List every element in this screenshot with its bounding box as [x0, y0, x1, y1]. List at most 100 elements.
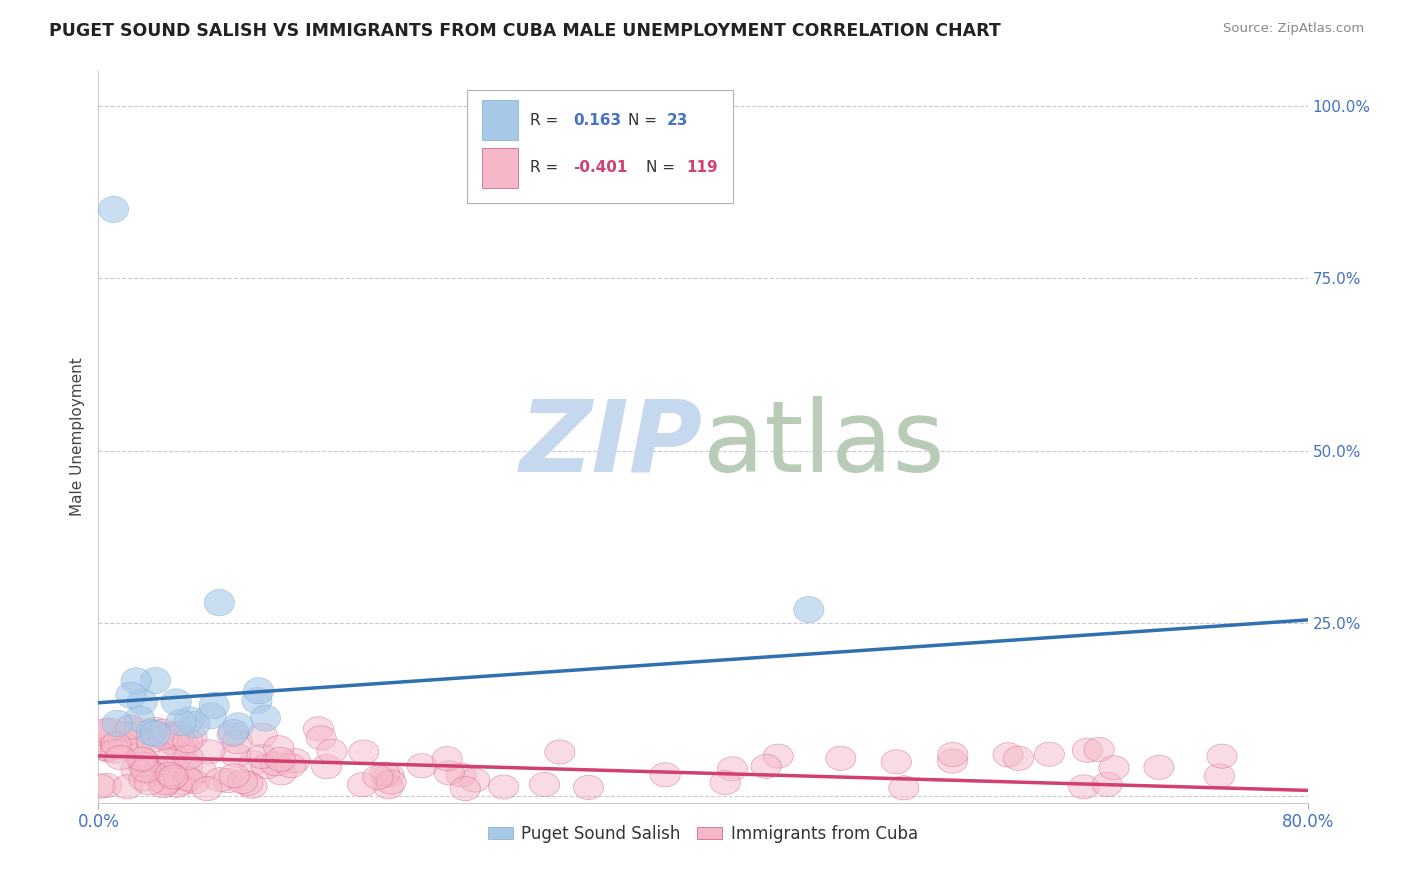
Ellipse shape: [1092, 772, 1122, 797]
Text: Source: ZipAtlas.com: Source: ZipAtlas.com: [1223, 22, 1364, 36]
Ellipse shape: [889, 776, 920, 800]
Ellipse shape: [252, 755, 281, 779]
Ellipse shape: [122, 721, 153, 745]
Ellipse shape: [650, 763, 681, 787]
FancyBboxPatch shape: [467, 90, 734, 203]
Ellipse shape: [157, 764, 188, 789]
Ellipse shape: [710, 771, 741, 795]
Ellipse shape: [938, 749, 967, 773]
Ellipse shape: [205, 768, 235, 792]
Ellipse shape: [460, 768, 489, 792]
Ellipse shape: [124, 742, 155, 766]
Ellipse shape: [370, 762, 399, 786]
Ellipse shape: [91, 773, 122, 797]
Ellipse shape: [98, 196, 129, 222]
Ellipse shape: [160, 722, 191, 746]
Ellipse shape: [194, 739, 225, 764]
Ellipse shape: [218, 719, 249, 746]
Ellipse shape: [112, 775, 142, 799]
Text: N =: N =: [628, 113, 662, 128]
Ellipse shape: [763, 744, 793, 768]
Ellipse shape: [124, 706, 155, 732]
Ellipse shape: [174, 706, 204, 733]
Ellipse shape: [157, 744, 188, 768]
Ellipse shape: [446, 763, 477, 787]
Ellipse shape: [121, 668, 152, 694]
Ellipse shape: [217, 723, 247, 747]
Ellipse shape: [150, 771, 181, 795]
Ellipse shape: [1206, 744, 1237, 768]
Text: 119: 119: [686, 161, 717, 176]
Ellipse shape: [173, 729, 202, 753]
Ellipse shape: [1004, 747, 1033, 771]
Ellipse shape: [450, 777, 481, 801]
Ellipse shape: [250, 705, 281, 731]
Ellipse shape: [115, 715, 145, 739]
Ellipse shape: [307, 726, 336, 750]
Ellipse shape: [717, 756, 748, 780]
Ellipse shape: [141, 667, 170, 694]
Ellipse shape: [243, 678, 274, 704]
Ellipse shape: [544, 740, 575, 764]
Ellipse shape: [93, 737, 122, 761]
Ellipse shape: [347, 772, 377, 797]
Ellipse shape: [349, 740, 380, 764]
Ellipse shape: [90, 719, 120, 743]
Ellipse shape: [191, 777, 222, 801]
Ellipse shape: [162, 689, 191, 715]
Ellipse shape: [156, 731, 186, 755]
Ellipse shape: [266, 747, 295, 772]
Ellipse shape: [882, 749, 911, 774]
Ellipse shape: [180, 712, 209, 738]
Ellipse shape: [148, 725, 179, 749]
Ellipse shape: [155, 762, 186, 787]
Text: ZIP: ZIP: [520, 396, 703, 493]
Ellipse shape: [224, 713, 253, 739]
Ellipse shape: [1035, 742, 1064, 766]
Ellipse shape: [128, 752, 159, 776]
Bar: [482, 100, 517, 140]
Ellipse shape: [375, 770, 406, 794]
Ellipse shape: [280, 748, 311, 772]
Ellipse shape: [100, 739, 131, 764]
Ellipse shape: [530, 772, 560, 797]
Ellipse shape: [432, 747, 463, 771]
Ellipse shape: [212, 769, 243, 793]
Ellipse shape: [246, 745, 277, 769]
Ellipse shape: [374, 764, 404, 788]
Ellipse shape: [84, 774, 115, 798]
Text: 23: 23: [666, 113, 688, 128]
Ellipse shape: [260, 752, 291, 776]
Ellipse shape: [139, 717, 170, 741]
Ellipse shape: [153, 724, 183, 748]
Ellipse shape: [304, 717, 333, 741]
Ellipse shape: [149, 772, 180, 796]
Ellipse shape: [136, 729, 166, 753]
Ellipse shape: [177, 725, 207, 749]
Ellipse shape: [139, 756, 170, 780]
Ellipse shape: [111, 722, 141, 746]
Ellipse shape: [141, 722, 172, 746]
Ellipse shape: [148, 719, 179, 743]
Ellipse shape: [173, 767, 202, 791]
Ellipse shape: [166, 709, 195, 736]
Ellipse shape: [167, 771, 198, 795]
Text: 0.163: 0.163: [574, 113, 621, 128]
Ellipse shape: [276, 754, 307, 778]
Ellipse shape: [221, 743, 252, 767]
Legend: Puget Sound Salish, Immigrants from Cuba: Puget Sound Salish, Immigrants from Cuba: [481, 818, 925, 849]
Text: N =: N =: [647, 161, 681, 176]
Ellipse shape: [266, 761, 297, 785]
Ellipse shape: [162, 773, 193, 797]
Ellipse shape: [86, 722, 117, 746]
Ellipse shape: [141, 721, 170, 747]
Ellipse shape: [128, 747, 159, 772]
Ellipse shape: [101, 732, 131, 756]
Ellipse shape: [751, 755, 782, 779]
Ellipse shape: [93, 738, 124, 762]
Ellipse shape: [186, 758, 217, 782]
Ellipse shape: [316, 739, 347, 764]
Ellipse shape: [159, 756, 190, 780]
Text: R =: R =: [530, 161, 564, 176]
Ellipse shape: [993, 743, 1024, 767]
